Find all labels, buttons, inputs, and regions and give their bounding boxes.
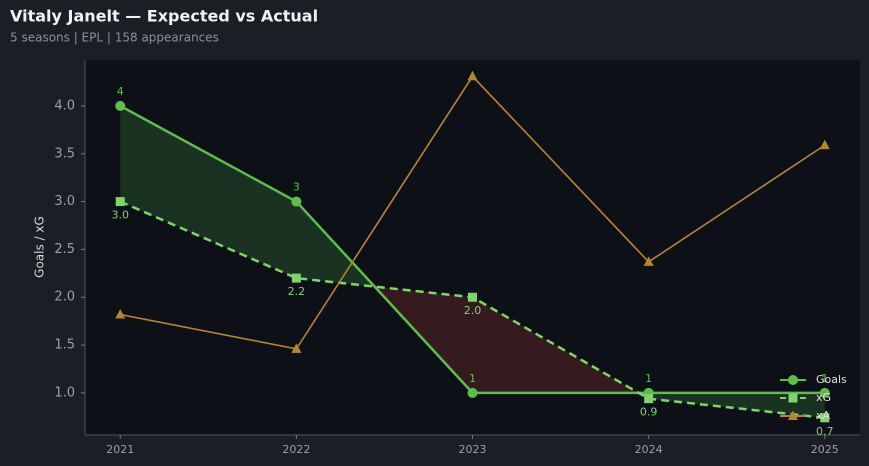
data-label: 3.0	[111, 209, 129, 222]
data-point	[291, 273, 301, 283]
data-point	[468, 292, 477, 302]
data-label: 1	[821, 372, 828, 385]
y-tick-label: 3.5	[54, 146, 75, 161]
fill-area	[648, 392, 825, 418]
y-tick-label: 3.0	[54, 194, 75, 209]
data-point	[644, 394, 654, 404]
data-point	[291, 196, 302, 207]
legend-label: Goals	[816, 373, 847, 386]
data-point	[643, 256, 654, 266]
fill-area	[296, 201, 375, 287]
data-point	[819, 139, 830, 150]
data-label: 2.0	[464, 304, 482, 317]
chart-title: Vitaly Janelt — Expected vs Actual	[10, 7, 318, 26]
x-tick-label: 2024	[635, 443, 663, 456]
legend-label: xA	[816, 409, 831, 422]
data-label: 0.9	[640, 406, 658, 419]
y-tick-label: 1.0	[54, 385, 75, 400]
data-point	[115, 308, 126, 319]
data-label: 4	[117, 85, 124, 98]
data-point	[115, 197, 125, 207]
data-point	[467, 387, 478, 398]
chart-subtitle: 5 seasons | EPL | 158 appearances	[10, 31, 219, 45]
legend-marker	[788, 410, 798, 420]
y-tick-label: 2.5	[54, 242, 75, 257]
data-label: 1	[645, 372, 652, 385]
x-tick-label: 2023	[459, 443, 487, 456]
data-point	[115, 100, 126, 111]
x-tick-label: 2021	[106, 443, 134, 456]
data-label: 1	[469, 372, 476, 385]
data-point	[820, 413, 830, 423]
data-point	[291, 343, 302, 353]
y-tick-label: 4.0	[54, 98, 75, 113]
y-axis-label: Goals / xG	[33, 216, 47, 278]
legend-marker	[788, 375, 798, 385]
x-tick-label: 2025	[811, 443, 839, 456]
y-tick-label: 1.5	[54, 338, 75, 353]
data-point	[467, 70, 478, 81]
data-label: 0.7	[816, 425, 834, 438]
plot-area	[85, 60, 860, 435]
data-point	[819, 387, 830, 398]
legend-label: xG	[816, 391, 831, 404]
data-label: 2.2	[288, 285, 306, 298]
x-tick-label: 2022	[282, 443, 310, 456]
legend-marker	[788, 393, 798, 403]
data-label: 3	[293, 181, 300, 194]
fill-area	[120, 105, 297, 279]
y-tick-label: 2.0	[54, 290, 75, 305]
